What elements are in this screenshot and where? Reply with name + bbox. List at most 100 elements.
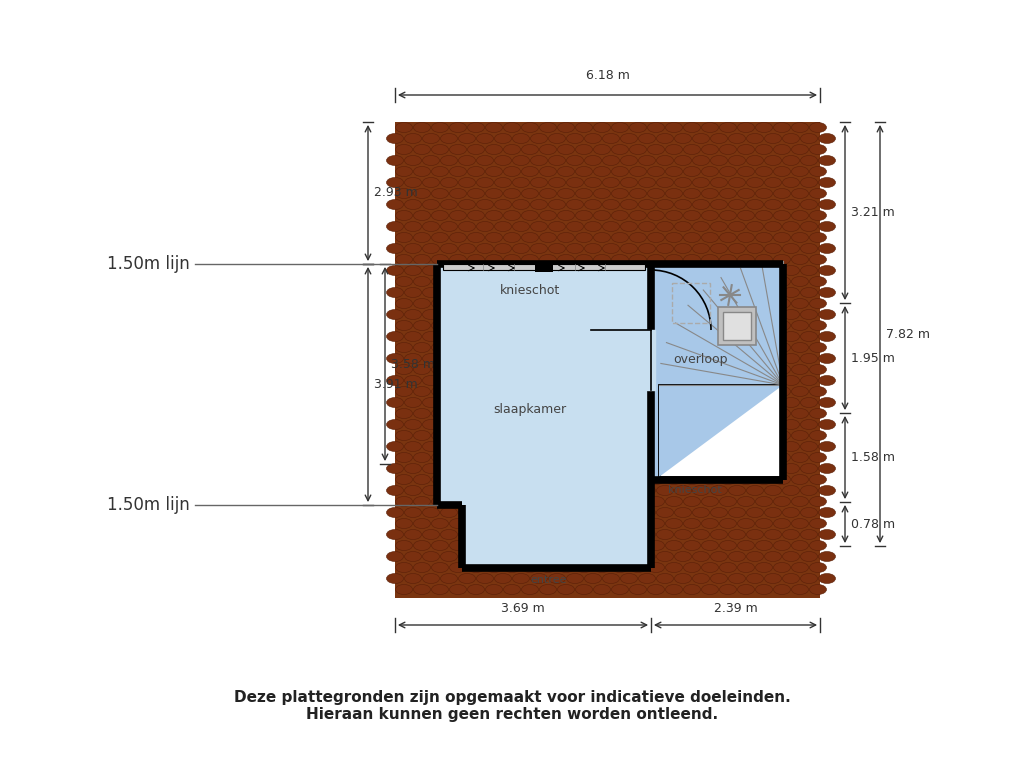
Ellipse shape: [621, 419, 638, 429]
Ellipse shape: [782, 353, 800, 363]
Bar: [535, 264, 553, 272]
Ellipse shape: [683, 210, 700, 220]
Ellipse shape: [692, 243, 710, 253]
Ellipse shape: [386, 574, 403, 584]
Ellipse shape: [423, 353, 439, 363]
Ellipse shape: [585, 529, 601, 539]
Ellipse shape: [728, 376, 745, 386]
Ellipse shape: [423, 419, 439, 429]
Ellipse shape: [485, 496, 503, 507]
Ellipse shape: [521, 475, 539, 485]
Ellipse shape: [782, 134, 800, 144]
Ellipse shape: [818, 464, 836, 474]
Ellipse shape: [521, 452, 539, 462]
Ellipse shape: [737, 188, 755, 198]
Ellipse shape: [404, 551, 422, 561]
Ellipse shape: [594, 496, 610, 507]
Ellipse shape: [782, 464, 800, 474]
Ellipse shape: [512, 200, 529, 210]
Ellipse shape: [540, 386, 556, 396]
Ellipse shape: [675, 485, 691, 495]
Ellipse shape: [630, 518, 646, 528]
Ellipse shape: [701, 233, 719, 243]
Ellipse shape: [431, 409, 449, 419]
Ellipse shape: [756, 541, 772, 551]
Ellipse shape: [450, 452, 467, 462]
Ellipse shape: [404, 485, 422, 495]
Ellipse shape: [468, 299, 484, 309]
Ellipse shape: [666, 188, 683, 198]
Ellipse shape: [386, 376, 403, 386]
Ellipse shape: [675, 551, 691, 561]
Ellipse shape: [440, 200, 458, 210]
Ellipse shape: [404, 529, 422, 539]
Ellipse shape: [773, 254, 791, 264]
Ellipse shape: [575, 123, 593, 133]
Text: 1.50m lijn: 1.50m lijn: [108, 255, 190, 273]
Ellipse shape: [476, 376, 494, 386]
Ellipse shape: [404, 574, 422, 584]
Ellipse shape: [540, 123, 556, 133]
Ellipse shape: [602, 287, 620, 297]
Ellipse shape: [683, 518, 700, 528]
Ellipse shape: [521, 167, 539, 177]
Ellipse shape: [440, 221, 458, 231]
Ellipse shape: [611, 299, 629, 309]
Ellipse shape: [549, 353, 565, 363]
Ellipse shape: [557, 276, 574, 286]
Ellipse shape: [675, 464, 691, 474]
Ellipse shape: [756, 452, 772, 462]
Ellipse shape: [810, 233, 826, 243]
Ellipse shape: [630, 496, 646, 507]
Ellipse shape: [504, 518, 520, 528]
Ellipse shape: [485, 365, 503, 375]
Ellipse shape: [647, 518, 665, 528]
Ellipse shape: [765, 332, 781, 342]
Ellipse shape: [431, 562, 449, 572]
Ellipse shape: [773, 431, 791, 441]
Ellipse shape: [414, 541, 430, 551]
Ellipse shape: [639, 353, 655, 363]
Ellipse shape: [801, 200, 817, 210]
Ellipse shape: [666, 562, 683, 572]
Ellipse shape: [611, 386, 629, 396]
Ellipse shape: [440, 266, 458, 276]
Ellipse shape: [566, 398, 584, 408]
Ellipse shape: [476, 464, 494, 474]
Ellipse shape: [818, 155, 836, 165]
Ellipse shape: [621, 287, 638, 297]
Ellipse shape: [683, 386, 700, 396]
Ellipse shape: [530, 376, 548, 386]
Ellipse shape: [566, 529, 584, 539]
Ellipse shape: [656, 376, 674, 386]
Ellipse shape: [594, 409, 610, 419]
Ellipse shape: [585, 442, 601, 452]
Ellipse shape: [459, 155, 475, 165]
Ellipse shape: [630, 452, 646, 462]
Ellipse shape: [512, 574, 529, 584]
Ellipse shape: [692, 508, 710, 518]
Ellipse shape: [585, 287, 601, 297]
Ellipse shape: [728, 200, 745, 210]
Ellipse shape: [575, 452, 593, 462]
Ellipse shape: [792, 365, 809, 375]
Ellipse shape: [404, 508, 422, 518]
Ellipse shape: [801, 353, 817, 363]
Ellipse shape: [737, 584, 755, 594]
Ellipse shape: [647, 254, 665, 264]
Ellipse shape: [495, 243, 512, 253]
Ellipse shape: [504, 210, 520, 220]
Ellipse shape: [557, 365, 574, 375]
Ellipse shape: [756, 144, 772, 154]
Ellipse shape: [801, 332, 817, 342]
Ellipse shape: [756, 518, 772, 528]
Ellipse shape: [818, 353, 836, 363]
Bar: [437, 264, 651, 505]
Ellipse shape: [683, 475, 700, 485]
Ellipse shape: [639, 508, 655, 518]
Ellipse shape: [521, 496, 539, 507]
Ellipse shape: [423, 464, 439, 474]
Ellipse shape: [639, 155, 655, 165]
Ellipse shape: [701, 496, 719, 507]
Ellipse shape: [423, 200, 439, 210]
